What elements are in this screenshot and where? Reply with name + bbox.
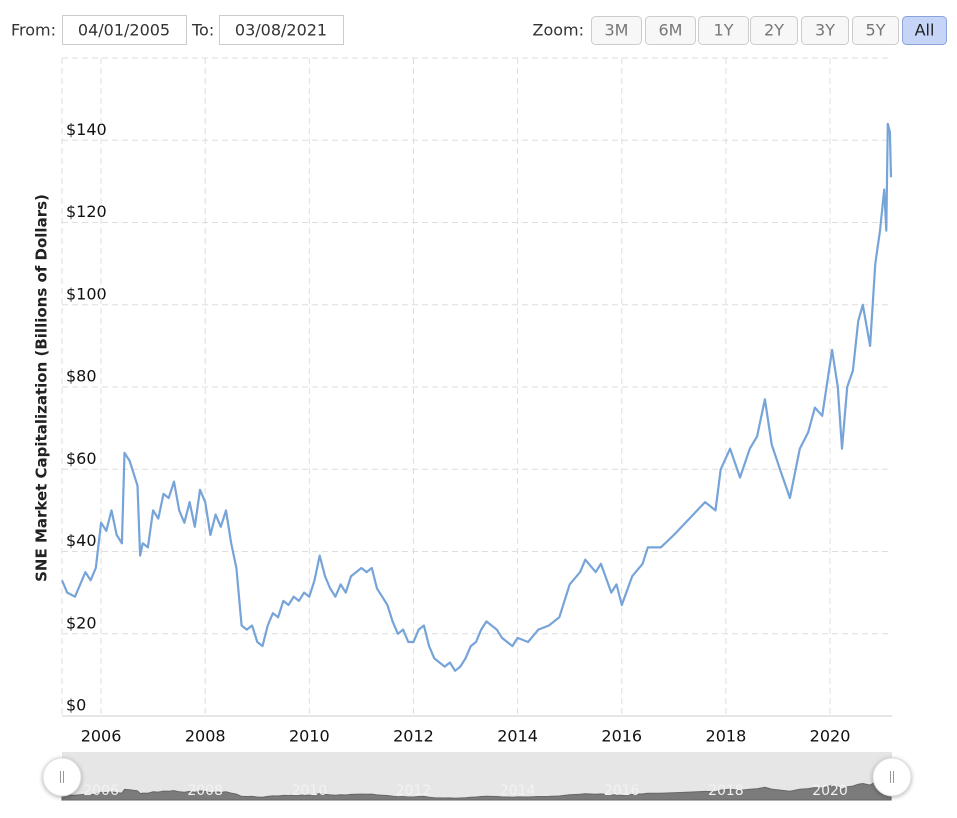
- y-tick-label: $140: [66, 120, 107, 139]
- zoom-button[interactable]: [698, 16, 749, 45]
- zoom-button-label: 3Y: [815, 21, 835, 40]
- from-label: From:: [11, 21, 56, 40]
- x-tick-label: 2018: [706, 727, 747, 746]
- zoom-button[interactable]: [645, 16, 696, 45]
- x-tick-label: 2016: [601, 727, 642, 746]
- navigator-handle[interactable]: [872, 757, 912, 797]
- zoom-button-label: 6M: [659, 21, 683, 40]
- navigator-tick-label: 2014: [500, 783, 536, 799]
- y-axis-label: SNE Market Capitalization (Billions of D…: [33, 194, 51, 582]
- zoom-button-label: 1Y: [714, 21, 734, 40]
- navigator-tick-label: 2006: [83, 783, 119, 799]
- navigator-tick-label: 2016: [604, 783, 640, 799]
- zoom-button-label: 3M: [605, 21, 629, 40]
- zoom-button[interactable]: [852, 16, 899, 45]
- x-tick-label: 2006: [81, 727, 122, 746]
- zoom-button[interactable]: [801, 16, 849, 45]
- y-tick-label: $0: [66, 696, 86, 715]
- from-input[interactable]: [62, 15, 187, 45]
- y-tick-label: $60: [66, 449, 97, 468]
- zoom-button[interactable]: [750, 16, 798, 45]
- navigator-tick-label: 2018: [708, 783, 744, 799]
- y-tick-label: $80: [66, 367, 97, 386]
- x-tick-label: 2014: [497, 727, 538, 746]
- x-tick-label: 2008: [185, 727, 226, 746]
- zoom-button-label: 5Y: [866, 21, 886, 40]
- zoom-button-label: 2Y: [764, 21, 784, 40]
- x-tick-label: 2012: [393, 727, 434, 746]
- navigator-handle[interactable]: [42, 757, 82, 797]
- y-tick-label: $120: [66, 202, 107, 221]
- zoom-button[interactable]: [591, 16, 642, 45]
- navigator-area: [61, 775, 892, 801]
- x-tick-label: 2020: [810, 727, 851, 746]
- to-value: 03/08/2021: [235, 21, 327, 40]
- to-input[interactable]: [219, 15, 344, 45]
- from-value: 04/01/2005: [78, 21, 170, 40]
- to-label: To:: [191, 21, 214, 40]
- zoom-label: Zoom:: [532, 21, 584, 40]
- navigator-tick-label: 2020: [812, 783, 848, 799]
- line-series: [60, 122, 893, 672]
- x-tick-label: 2010: [289, 727, 330, 746]
- y-tick-label: $20: [66, 613, 97, 632]
- y-tick-label: $40: [66, 531, 97, 550]
- navigator-tick-label: 2008: [187, 783, 223, 799]
- navigator-tick-label: 2012: [396, 783, 432, 799]
- zoom-button-label: All: [915, 21, 935, 40]
- navigator-tick-label: 2010: [292, 783, 328, 799]
- zoom-button[interactable]: [902, 16, 947, 45]
- y-tick-label: $100: [66, 284, 107, 303]
